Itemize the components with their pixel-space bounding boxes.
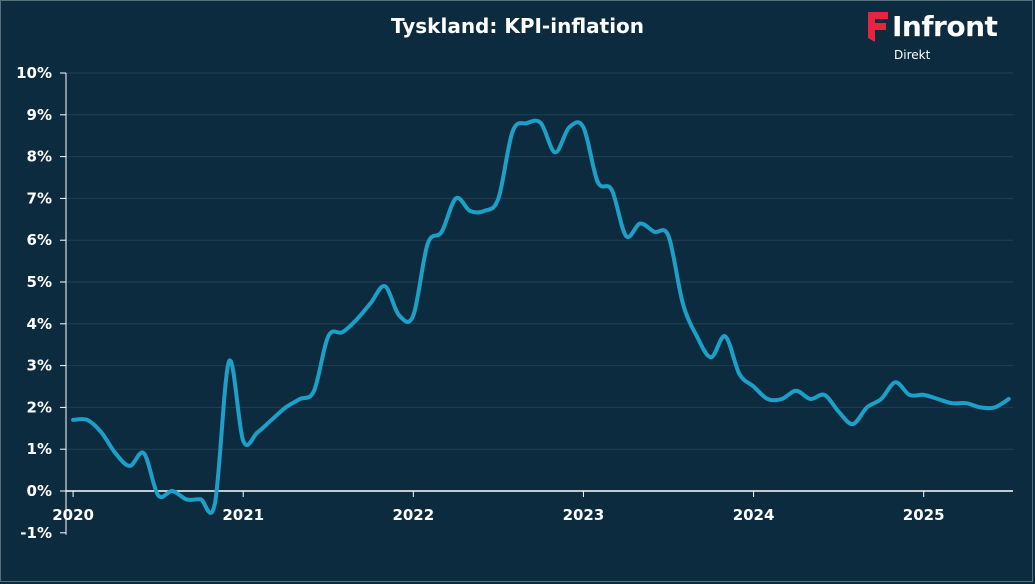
logo-name: Infront (892, 10, 998, 43)
y-tick-label: 3% (27, 357, 52, 375)
series-layer (71, 118, 1011, 515)
y-tick-label: 5% (27, 273, 52, 291)
y-tick-label: 6% (27, 231, 52, 249)
y-tick-label: 2% (27, 398, 52, 416)
x-tick-label: 2023 (563, 506, 605, 524)
gridlines (66, 72, 1013, 450)
y-tick-label: 7% (27, 189, 52, 207)
tick-labels: -1% 0% 1% 2% 3% 4% 5% 6% 7% 8% 9% 10% 2020 2021 2022 20… (16, 64, 944, 542)
y-tick-label: 9% (27, 106, 52, 124)
x-tick-label: 2024 (733, 506, 775, 524)
x-tick-label: 2022 (392, 506, 434, 524)
y-tick-label: 8% (27, 148, 52, 166)
logo-subtitle: Direkt (894, 48, 931, 62)
axes (60, 72, 1013, 535)
y-tick-label: 4% (27, 315, 52, 333)
y-tick-label: -1% (20, 524, 52, 542)
y-tick-label: 10% (16, 64, 52, 82)
series-line-kpi (71, 118, 1011, 515)
y-tick-label: 1% (27, 440, 52, 458)
x-tick-label: 2025 (903, 506, 945, 524)
y-tick-label: 0% (27, 482, 52, 500)
x-tick-label: 2021 (222, 506, 264, 524)
x-tick-label: 2020 (52, 506, 94, 524)
infront-logo-icon (868, 12, 888, 42)
chart-title: Tyskland: KPI-inflation (390, 14, 645, 38)
infront-logo: Infront Direkt (866, 10, 1026, 66)
